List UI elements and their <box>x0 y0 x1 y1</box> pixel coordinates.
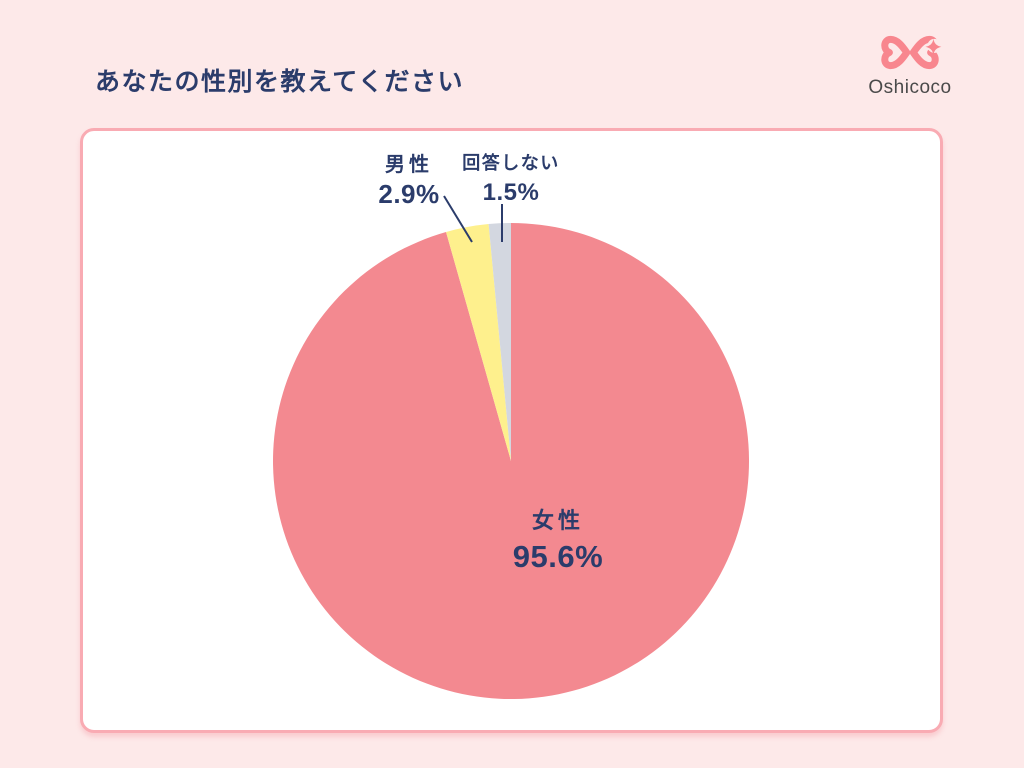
leader-line-male <box>443 195 473 243</box>
pie-chart <box>273 195 750 699</box>
logo: Oshicoco <box>868 30 952 99</box>
page-title: あなたの性別を教えてください <box>95 67 465 96</box>
pie-label-no-answer-name: 回答しない <box>462 153 560 173</box>
pie-slice-女性 <box>273 223 750 699</box>
oshicoco-hearts-infinity-icon <box>881 35 942 70</box>
pie-slice-男性 <box>446 224 511 461</box>
chart-card: 男性 2.9% 回答しない 1.5% 女性 95.6% <box>80 128 943 733</box>
pie-label-female-value: 95.6% <box>512 539 604 575</box>
pie-label-female: 女性 95.6% <box>448 508 668 575</box>
pie-label-no-answer-value: 1.5% <box>482 178 540 206</box>
pie-label-female-name: 女性 <box>531 508 584 533</box>
pie-label-no-answer: 回答しない 1.5% <box>431 153 591 206</box>
pie-label-male-value: 2.9% <box>378 179 440 209</box>
pie-label-male: 男性 2.9% <box>329 154 489 210</box>
logo-text: Oshicoco <box>868 77 952 98</box>
sparkle-icon <box>925 38 942 55</box>
pie-label-male-name: 男性 <box>385 154 433 176</box>
pie-slice-回答しない <box>488 223 511 461</box>
